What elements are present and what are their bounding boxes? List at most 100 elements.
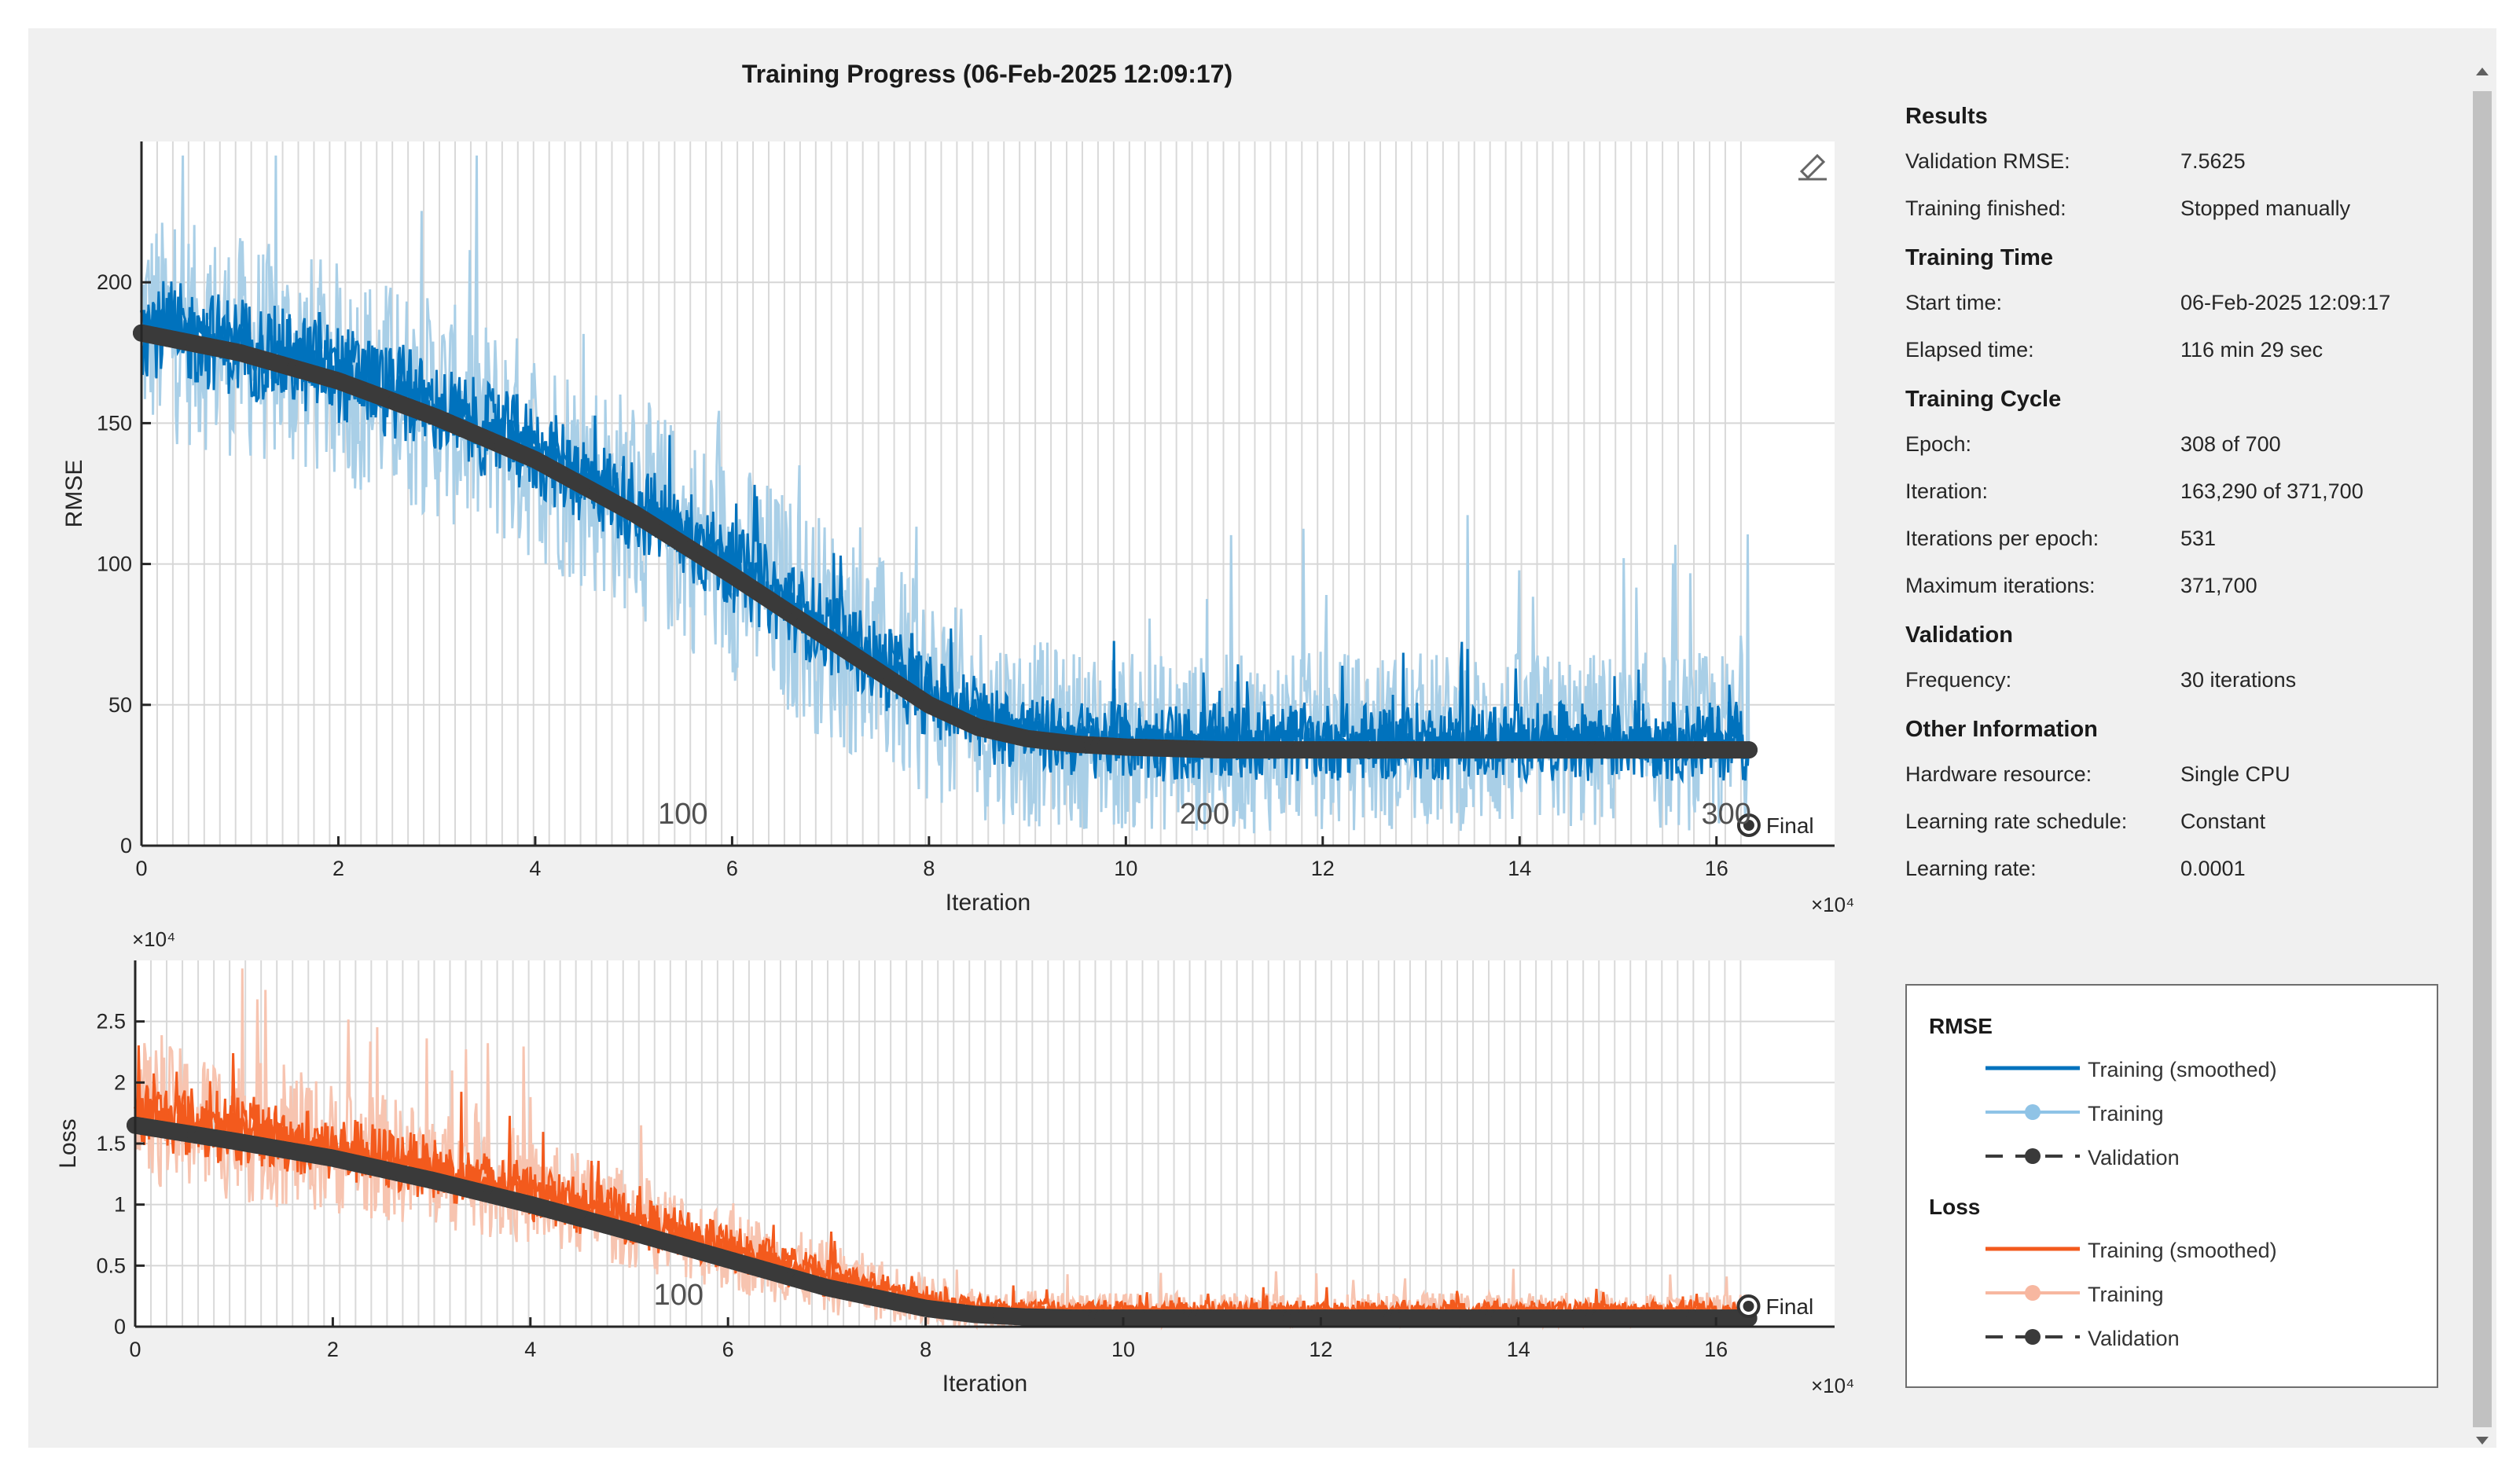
results-value: 7.5625 [2180,149,2246,173]
results-label: Iteration: [1905,479,1989,503]
results-value: 116 min 29 sec [2180,338,2323,362]
legend-label: Validation [2088,1327,2180,1350]
x-tick-label: 2 [332,857,344,880]
results-label: Epoch: [1905,432,1972,456]
results-value: 30 iterations [2180,668,2297,692]
results-label: Validation RMSE: [1905,149,2070,173]
y-tick-label: 100 [97,553,132,576]
legend-panel: RMSE Training (smoothed) Training Validatio… [1905,984,2438,1388]
results-value: 531 [2180,527,2217,550]
results-value: 0.0001 [2180,857,2246,880]
results-label: Hardware resource: [1905,762,2092,786]
legend-label: Training [2088,1102,2164,1125]
legend-label: Validation [2088,1146,2180,1169]
legend-swatch [1986,1148,2080,1164]
x-tick-label: 4 [524,1338,536,1361]
legend-swatch [1986,1066,2080,1070]
epoch-lines [156,141,1742,846]
x-tick-label: 0 [135,857,147,880]
final-label: Final [1766,1294,1814,1319]
page-title: Training Progress (06-Feb-2025 12:09:17) [741,60,1233,88]
y-tick-label: 150 [97,411,132,435]
results-value: Stopped manually [2180,196,2351,220]
scrollbar-thumb[interactable] [2473,91,2492,1427]
x-axis-label: Iteration [946,890,1030,916]
legend-swatch [1986,1104,2080,1120]
legend-group-heading: Loss [1929,1195,1981,1219]
y-tick-label: 0 [114,1315,126,1338]
scroll-down-icon[interactable] [2476,1437,2489,1445]
results-section-heading: Results [1905,104,1988,129]
results-section-heading: Other Information [1905,717,2098,742]
x-tick-label: 12 [1309,1338,1332,1361]
y-axis-label: Loss [55,1118,81,1168]
results-label: Training finished: [1905,196,2066,220]
results-section-heading: Training Cycle [1905,387,2062,412]
x-tick-label: 16 [1705,857,1728,880]
legend-label: Training (smoothed) [2088,1058,2277,1081]
y-tick-label: 0 [120,834,132,857]
results-section-heading: Validation [1905,622,2013,648]
x-exponent-label: ×10⁴ [1811,1374,1854,1397]
legend-label: Training (smoothed) [2088,1239,2277,1262]
y-tick-label: 1 [114,1193,126,1217]
legend-swatch [1986,1285,2080,1301]
x-tick-label: 10 [1111,1338,1135,1361]
results-label: Frequency: [1905,668,2012,692]
epoch-label: 300 [1702,798,1751,831]
y-tick-label: 50 [108,693,132,717]
results-label: Maximum iterations: [1905,574,2096,597]
training-progress-window: Training Progress (06-Feb-2025 12:09:17)… [28,28,2496,1448]
epoch-label: 100 [658,798,707,831]
epoch-label: 200 [1180,798,1229,831]
final-label: Final [1766,813,1814,838]
x-tick-label: 8 [920,1338,931,1361]
legend-label: Training [2088,1283,2164,1306]
x-tick-label: 16 [1704,1338,1728,1361]
y-exponent-label: ×10⁴ [132,927,175,951]
results-label: Iterations per epoch: [1905,527,2099,550]
scroll-up-icon[interactable] [2476,68,2489,75]
x-tick-label: 0 [129,1338,141,1361]
y-tick-label: 2.5 [96,1010,126,1034]
y-axis-label: RMSE [61,460,87,528]
x-tick-label: 10 [1114,857,1137,880]
results-label: Start time: [1905,291,2003,314]
x-exponent-label: ×10⁴ [1811,893,1854,916]
epoch-label: 100 [654,1279,703,1312]
validation-markers [133,324,1758,759]
x-tick-label: 2 [327,1338,339,1361]
results-value: 163,290 of 371,700 [2180,479,2364,503]
x-tick-label: 6 [722,1338,734,1361]
final-marker-dot [1743,1301,1754,1312]
x-tick-label: 6 [726,857,738,880]
results-value: 06-Feb-2025 12:09:17 [2180,291,2391,314]
x-tick-label: 14 [1508,857,1531,880]
legend-swatch [1986,1247,2080,1251]
pen-export-icon [1794,145,1828,181]
training-series [140,155,1750,834]
x-tick-label: 4 [529,857,541,880]
results-section-heading: Training Time [1905,245,2054,270]
legend-swatch [1986,1329,2080,1345]
results-label: Learning rate: [1905,857,2037,880]
final-marker-dot [1743,820,1754,831]
x-axis-label: Iteration [942,1371,1027,1397]
results-value: 371,700 [2180,574,2257,597]
y-tick-label: 0.5 [96,1254,126,1277]
results-label: Elapsed time: [1905,338,2034,362]
y-tick-label: 1.5 [96,1132,126,1155]
results-value: 308 of 700 [2180,432,2281,456]
x-tick-label: 8 [923,857,935,880]
y-tick-label: 200 [97,270,132,294]
results-value: Constant [2180,810,2266,833]
y-tick-label: 2 [114,1070,126,1094]
validation-markers [127,1116,1758,1327]
x-tick-label: 12 [1311,857,1335,880]
validation-point [1739,741,1758,759]
x-tick-label: 14 [1507,1338,1530,1361]
results-value: Single CPU [2180,762,2290,786]
results-label: Learning rate schedule: [1905,810,2128,833]
legend-group-heading: RMSE [1929,1014,1993,1038]
